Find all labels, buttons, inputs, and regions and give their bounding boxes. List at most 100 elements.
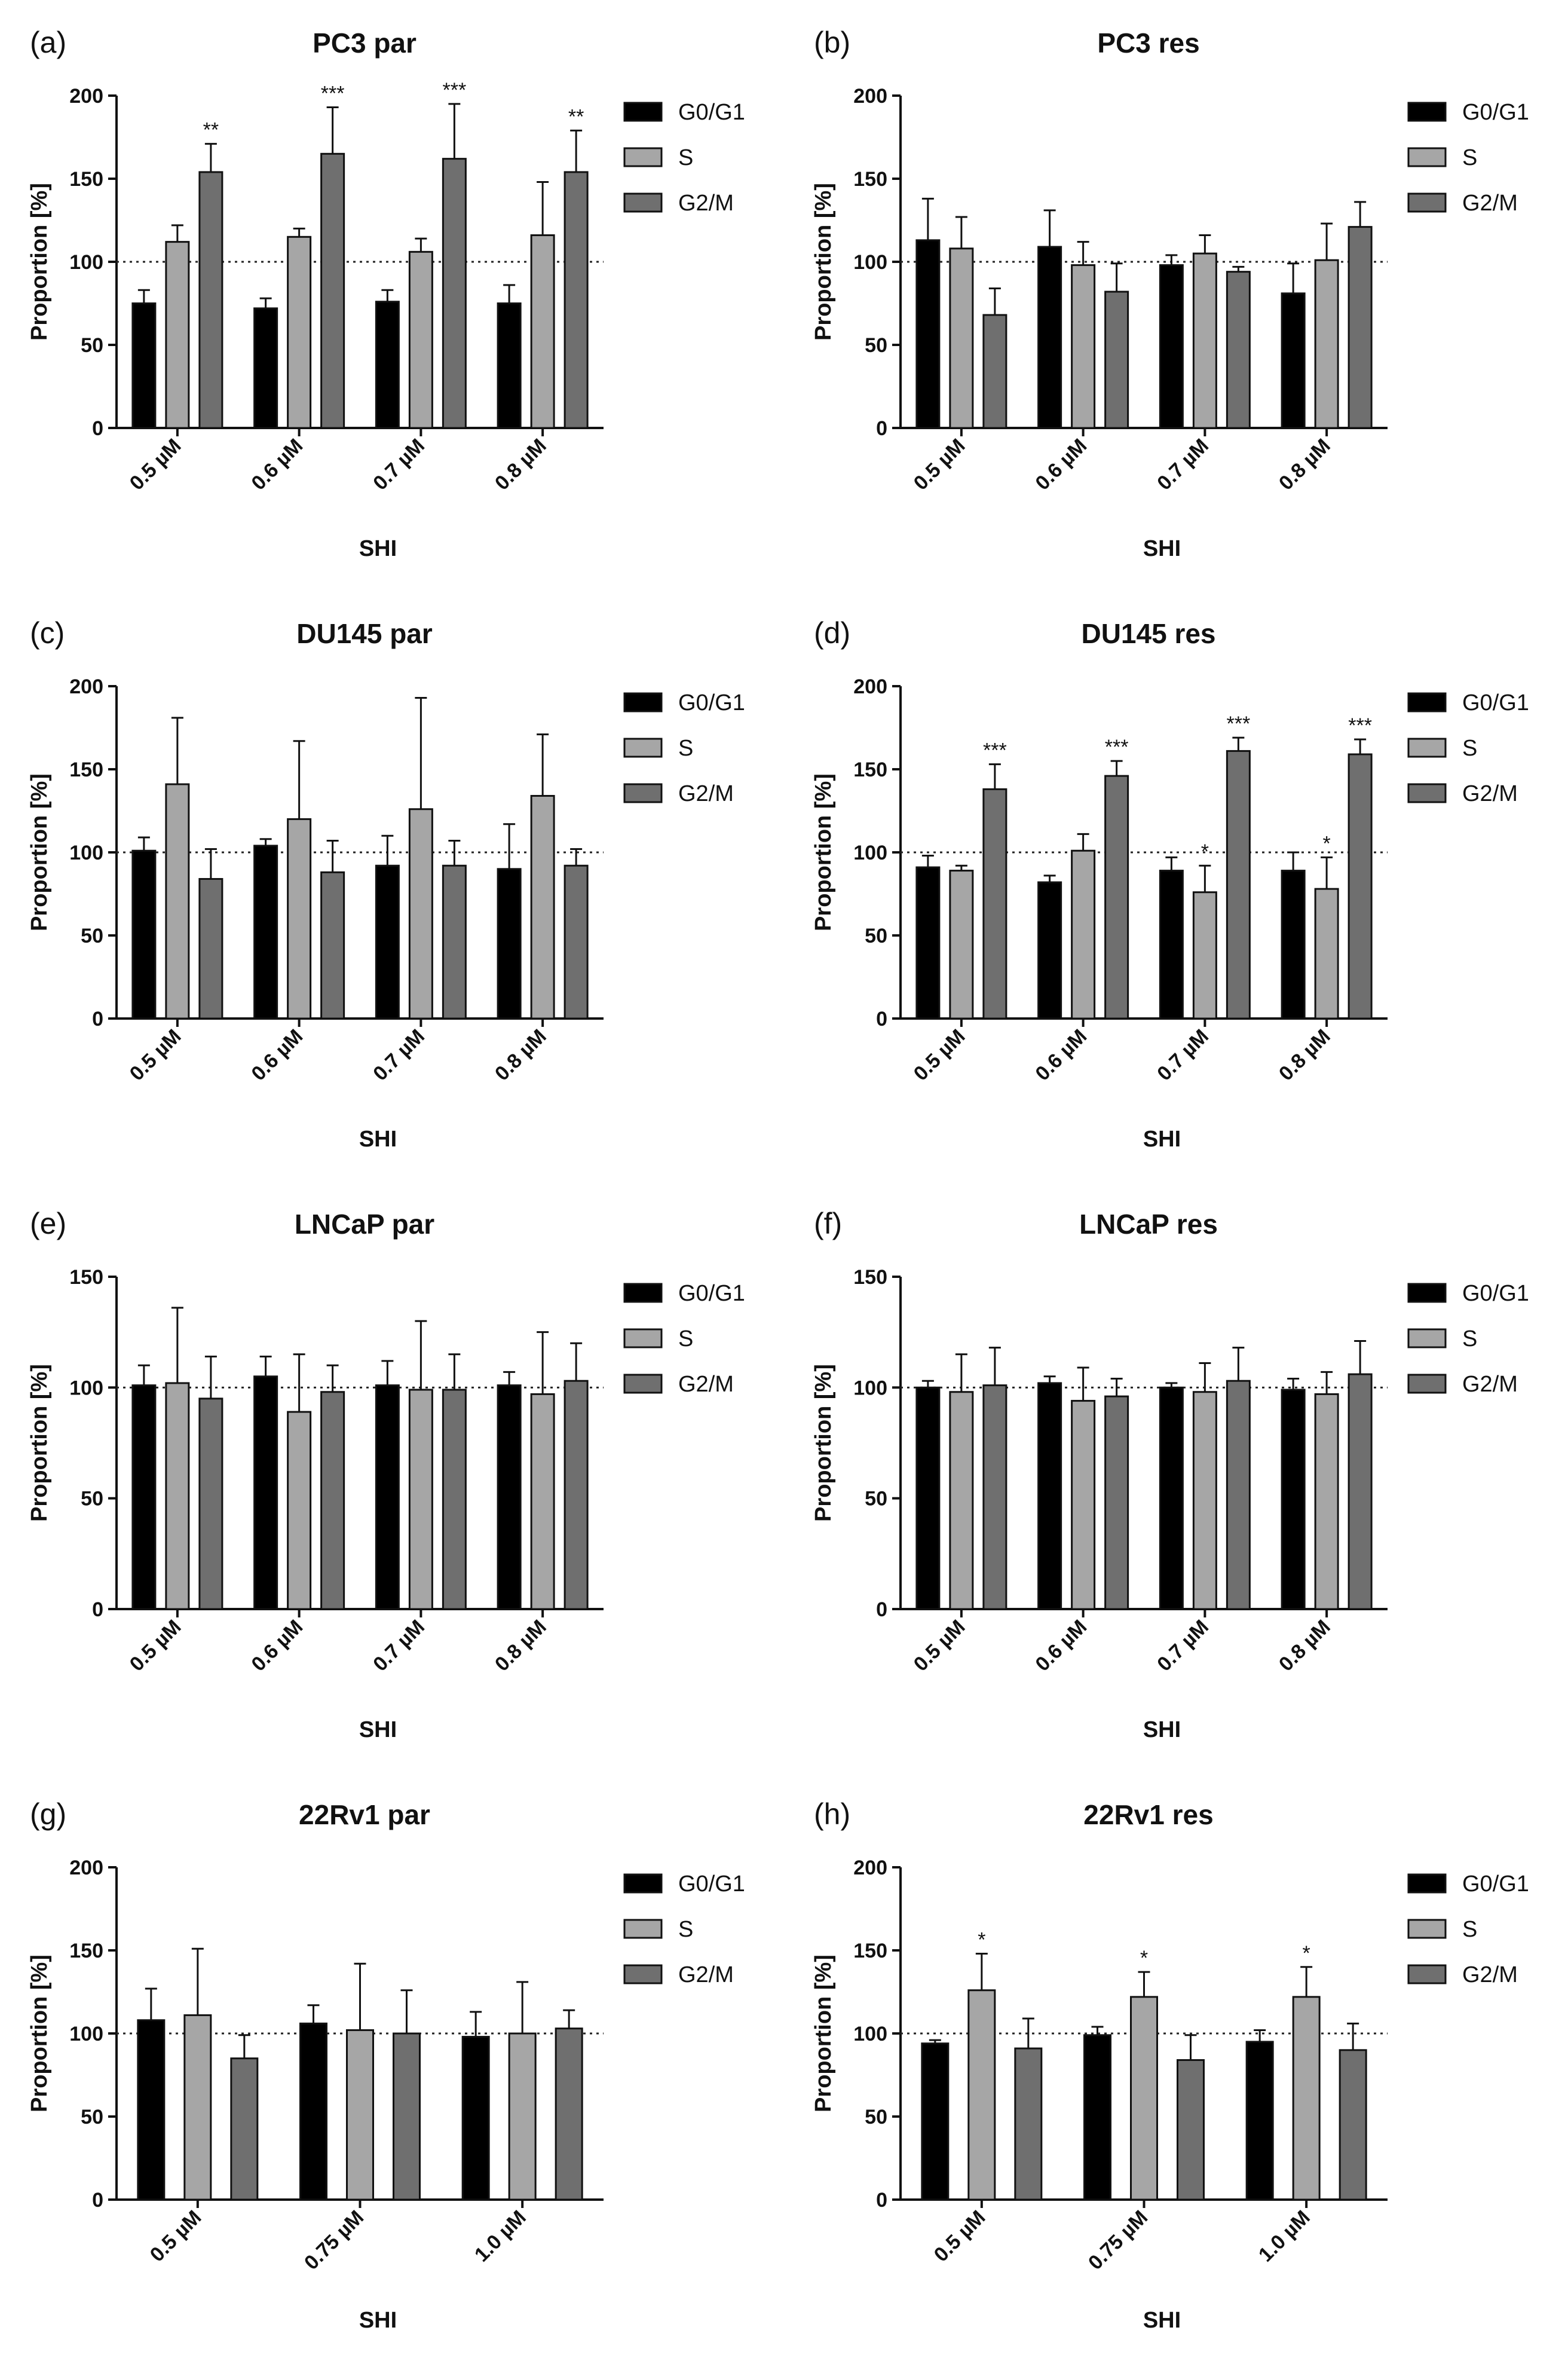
y-tick-label: 50 [865,1488,887,1510]
y-tick-label: 100 [853,251,887,274]
x-tick-label: 0.5 µM [909,435,970,495]
y-axis-label: Proportion [%] [811,183,836,341]
y-tick-label: 0 [876,1598,887,1621]
x-axis-label: SHI [359,2308,397,2333]
y-tick-label: 100 [69,1377,103,1399]
x-tick-label: 0.5 µM [909,1025,970,1085]
x-tick-label: 0.6 µM [1031,1025,1091,1085]
legend-label: S [1462,1326,1477,1351]
legend-label: S [678,1917,693,1942]
bar-g2-m [1339,2049,1367,2201]
y-tick-label: 150 [853,1266,887,1289]
x-tick-label: 1.0 µM [470,2206,531,2267]
bar-g2-m [442,1389,467,1610]
legend-label: G0/G1 [678,1871,745,1897]
bar-s [1192,891,1217,1020]
legend-label: G2/M [678,781,734,806]
legend-label: G2/M [1462,191,1518,216]
y-tick-label: 50 [81,1488,103,1510]
bar-g0-g1 [921,2042,950,2201]
legend-swatch [623,1873,663,1894]
y-tick-label: 150 [69,1266,103,1289]
bar-g2-m [1104,1395,1129,1610]
bar-g0-g1 [375,301,400,429]
bar-g2-m [230,2057,259,2201]
y-axis-label: Proportion [%] [27,1364,52,1522]
legend-label: G2/M [678,191,734,216]
x-tick-label: 0.6 µM [247,435,307,495]
legend-label: G2/M [1462,1372,1518,1397]
y-tick-label: 150 [69,168,103,191]
x-tick-label: 1.0 µM [1254,2206,1315,2267]
bar-g0-g1 [1281,870,1306,1020]
bar-s [408,808,433,1020]
bar-s [1192,1391,1217,1610]
bar-g0-g1 [1245,2041,1274,2201]
bar-g0-g1 [131,849,157,1020]
x-tick-label: 0.6 µM [247,1025,307,1085]
y-tick-label: 150 [853,759,887,781]
y-tick-label: 100 [69,842,103,864]
chart-svg: (f) LNCaP res 0 50 100 150 Proportion [%] 0.5 µ… [811,1207,1529,1742]
y-tick-label: 0 [92,2189,103,2212]
bar-g2-m [1348,1373,1373,1610]
bar-g0-g1 [1281,1389,1306,1610]
legend-label: G0/G1 [1462,690,1529,715]
panel-letter: (a) [30,26,66,59]
y-tick-label: 200 [69,675,103,698]
legend-label: G2/M [678,1372,734,1397]
bar-s [165,241,190,429]
bar-s [1314,888,1339,1020]
bar-g2-m [564,864,589,1020]
legend-label: G0/G1 [678,690,745,715]
legend-label: G0/G1 [1462,1281,1529,1306]
significance-label: ** [203,119,219,142]
bar-g2-m [1104,290,1129,429]
y-tick-label: 150 [853,1940,887,1962]
bar-g2-m [1104,775,1129,1020]
x-tick-label: 0.8 µM [1275,1025,1335,1085]
y-tick-label: 100 [853,2023,887,2045]
bar-g2-m [1348,226,1373,429]
significance-label: * [1303,1942,1310,1965]
y-tick-label: 200 [853,1857,887,1879]
chart-svg: (e) LNCaP par 0 50 100 150 Proportion [%] 0.5 µ… [27,1207,745,1742]
y-tick-label: 200 [69,1857,103,1879]
panel-letter: (g) [30,1797,66,1831]
bar-g0-g1 [915,239,941,429]
bar-g2-m [1226,1380,1251,1610]
significance-label: *** [1348,714,1372,737]
bar-s [1292,1996,1321,2201]
y-tick-label: 0 [876,417,887,440]
bar-g0-g1 [137,2019,166,2201]
legend-label: G2/M [1462,781,1518,806]
y-tick-label: 50 [865,2106,887,2128]
bar-g2-m [982,1384,1007,1610]
x-tick-label: 0.7 µM [369,435,429,495]
bar-s [949,1391,974,1610]
y-tick-label: 50 [81,925,103,947]
x-tick-label: 0.8 µM [1275,1616,1335,1676]
bar-g0-g1 [131,302,157,429]
bar-g2-m [1348,753,1373,1020]
bar-s [165,783,190,1020]
bar-g0-g1 [497,302,522,429]
x-tick-label: 0.5 µM [125,1616,186,1676]
x-axis-label: SHI [1143,1127,1181,1152]
panel-letter: (b) [814,26,850,59]
legend-swatch [1407,1283,1447,1303]
chart-svg: (b) PC3 res 0 50 100 150 200 Proportion [%] 0.5 … [811,26,1529,561]
bar-g0-g1 [1083,2034,1111,2201]
legend-label: G2/M [678,1962,734,1987]
bar-s [408,250,433,429]
y-tick-label: 100 [853,842,887,864]
bar-g2-m [1177,2059,1205,2201]
x-tick-label: 0.7 µM [1153,1616,1213,1676]
legend-swatch [623,692,663,712]
bar-s [1071,849,1096,1020]
bar-g0-g1 [461,2036,490,2201]
significance-label: * [1140,1947,1148,1970]
legend-swatch [623,192,663,213]
bar-s [1314,1393,1339,1610]
